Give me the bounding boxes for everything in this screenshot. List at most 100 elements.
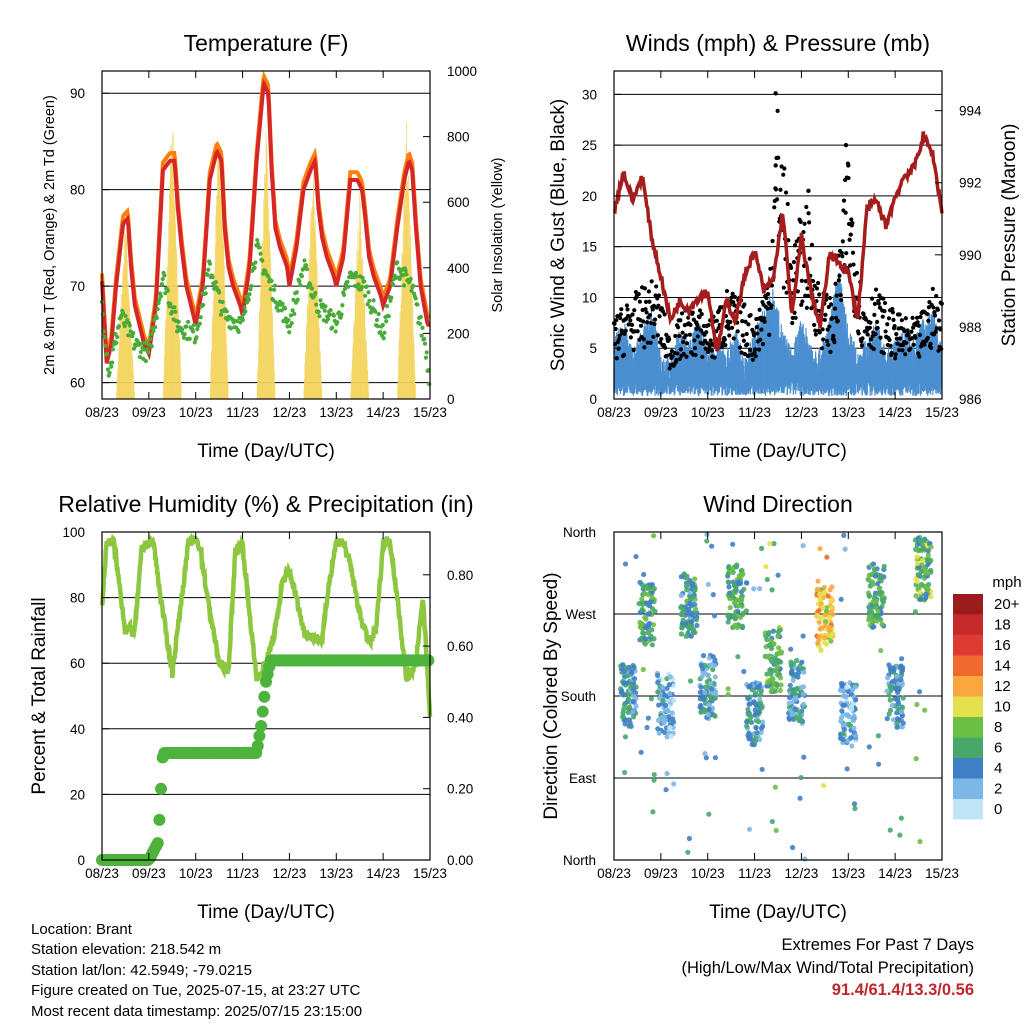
humidity-y2tick-label: 0.20 <box>447 782 473 797</box>
dewpoint-point <box>191 322 197 328</box>
humidity-xtick-label: 15/23 <box>413 866 447 881</box>
wind-direction-point <box>852 805 858 812</box>
humidity-y2tick-label: 0.80 <box>447 568 473 583</box>
wind-direction-point <box>646 585 652 591</box>
gust-point <box>731 300 736 305</box>
winds-ytick-label: 20 <box>582 189 597 204</box>
gust-point <box>813 332 818 337</box>
gust-point <box>614 356 619 361</box>
gust-point <box>645 320 650 325</box>
gust-point <box>767 332 772 337</box>
dewpoint-point <box>105 367 111 372</box>
humidity-xtick-label: 11/23 <box>226 866 259 881</box>
wind-direction-point <box>816 619 822 625</box>
wind-direction-point <box>734 562 740 568</box>
wind-direction-point <box>912 609 919 615</box>
dewpoint-point <box>316 309 321 314</box>
humidity-ytick-label: 60 <box>70 656 85 671</box>
gust-point <box>735 329 740 334</box>
gust-point <box>841 198 847 203</box>
wind-direction-point <box>732 599 738 606</box>
gust-point <box>696 325 701 331</box>
precip-point <box>258 690 271 703</box>
gust-point <box>674 358 679 363</box>
wind-direction-point <box>626 697 632 703</box>
wind-direction-point <box>792 691 798 697</box>
gust-point <box>905 328 910 333</box>
wind-direction-point <box>639 596 645 602</box>
temperature-y2tick-label: 600 <box>447 195 470 210</box>
gust-point <box>649 320 654 326</box>
gust-point <box>759 327 764 332</box>
wind-direction-point <box>648 696 654 702</box>
wind-direction-point <box>732 588 738 594</box>
dewpoint-point <box>287 330 292 335</box>
dewpoint-point <box>397 276 402 282</box>
dewpoint-point <box>341 292 347 297</box>
winds-ytick-label: 25 <box>582 138 597 153</box>
wind-direction-point <box>622 734 629 740</box>
dewpoint-point <box>323 304 328 309</box>
wind-direction-point <box>895 701 902 707</box>
gust-point <box>909 329 914 334</box>
winds-ytick-label: 30 <box>582 87 597 102</box>
wind-direction-point <box>778 682 784 688</box>
wind-direction-point <box>699 673 705 679</box>
wind-direction-point <box>751 586 757 592</box>
gust-point <box>754 324 759 330</box>
wind-direction-point <box>840 731 846 737</box>
dewpoint-point <box>252 265 257 270</box>
wind-direction-point <box>875 614 881 620</box>
gust-point <box>641 319 646 324</box>
wind-direction-point <box>889 702 895 709</box>
dewpoint-point <box>289 321 294 326</box>
dewpoint-point <box>202 285 207 290</box>
gust-point <box>707 344 712 349</box>
gust-point <box>876 301 881 306</box>
gust-point <box>704 330 709 335</box>
dewpoint-point <box>279 308 284 313</box>
winds-y2tick-label: 994 <box>959 104 982 119</box>
wind-direction-point <box>678 611 684 617</box>
dewpoint-point <box>172 305 177 310</box>
dewpoint-point <box>240 317 245 323</box>
gust-point <box>613 326 618 332</box>
humidity-ytick-label: 20 <box>70 787 85 802</box>
gust-point <box>865 332 870 337</box>
wind-direction-point <box>795 674 801 680</box>
gust-point <box>900 348 905 353</box>
gust-point <box>758 337 763 342</box>
wind-direction-point <box>710 666 716 673</box>
gust-point <box>648 340 653 345</box>
gust-point <box>800 299 805 304</box>
dewpoint-point <box>131 331 136 336</box>
wind-direction-point <box>890 717 897 723</box>
gust-point <box>918 314 923 320</box>
wind-direction-point <box>800 633 806 639</box>
dewpoint-point <box>373 309 378 314</box>
gust-point <box>926 305 931 310</box>
winds-y2tick-label: 990 <box>959 248 982 263</box>
wind-direction-point <box>826 627 832 633</box>
wind-direction-point <box>899 656 905 662</box>
gust-point <box>705 341 710 346</box>
wind-direction-point <box>759 766 765 773</box>
gust-point <box>877 305 883 310</box>
wind-direction-point <box>735 654 741 660</box>
gust-point <box>893 356 898 361</box>
dewpoint-point <box>390 282 396 287</box>
wind-direction-point <box>920 538 926 544</box>
dewpoint-point <box>159 282 164 287</box>
gust-point <box>898 336 903 341</box>
wind-direction-point <box>841 726 848 733</box>
dewpoint-point <box>342 286 348 292</box>
dewpoint-point <box>286 317 291 323</box>
wind-direction-point <box>818 601 824 607</box>
gust-point <box>617 333 622 338</box>
gust-point <box>849 217 854 222</box>
wind-direction-point <box>800 691 807 697</box>
gust-point <box>885 322 890 327</box>
dewpoint-point <box>201 302 206 308</box>
dewpoint-point <box>109 364 114 369</box>
gust-point <box>802 221 807 226</box>
